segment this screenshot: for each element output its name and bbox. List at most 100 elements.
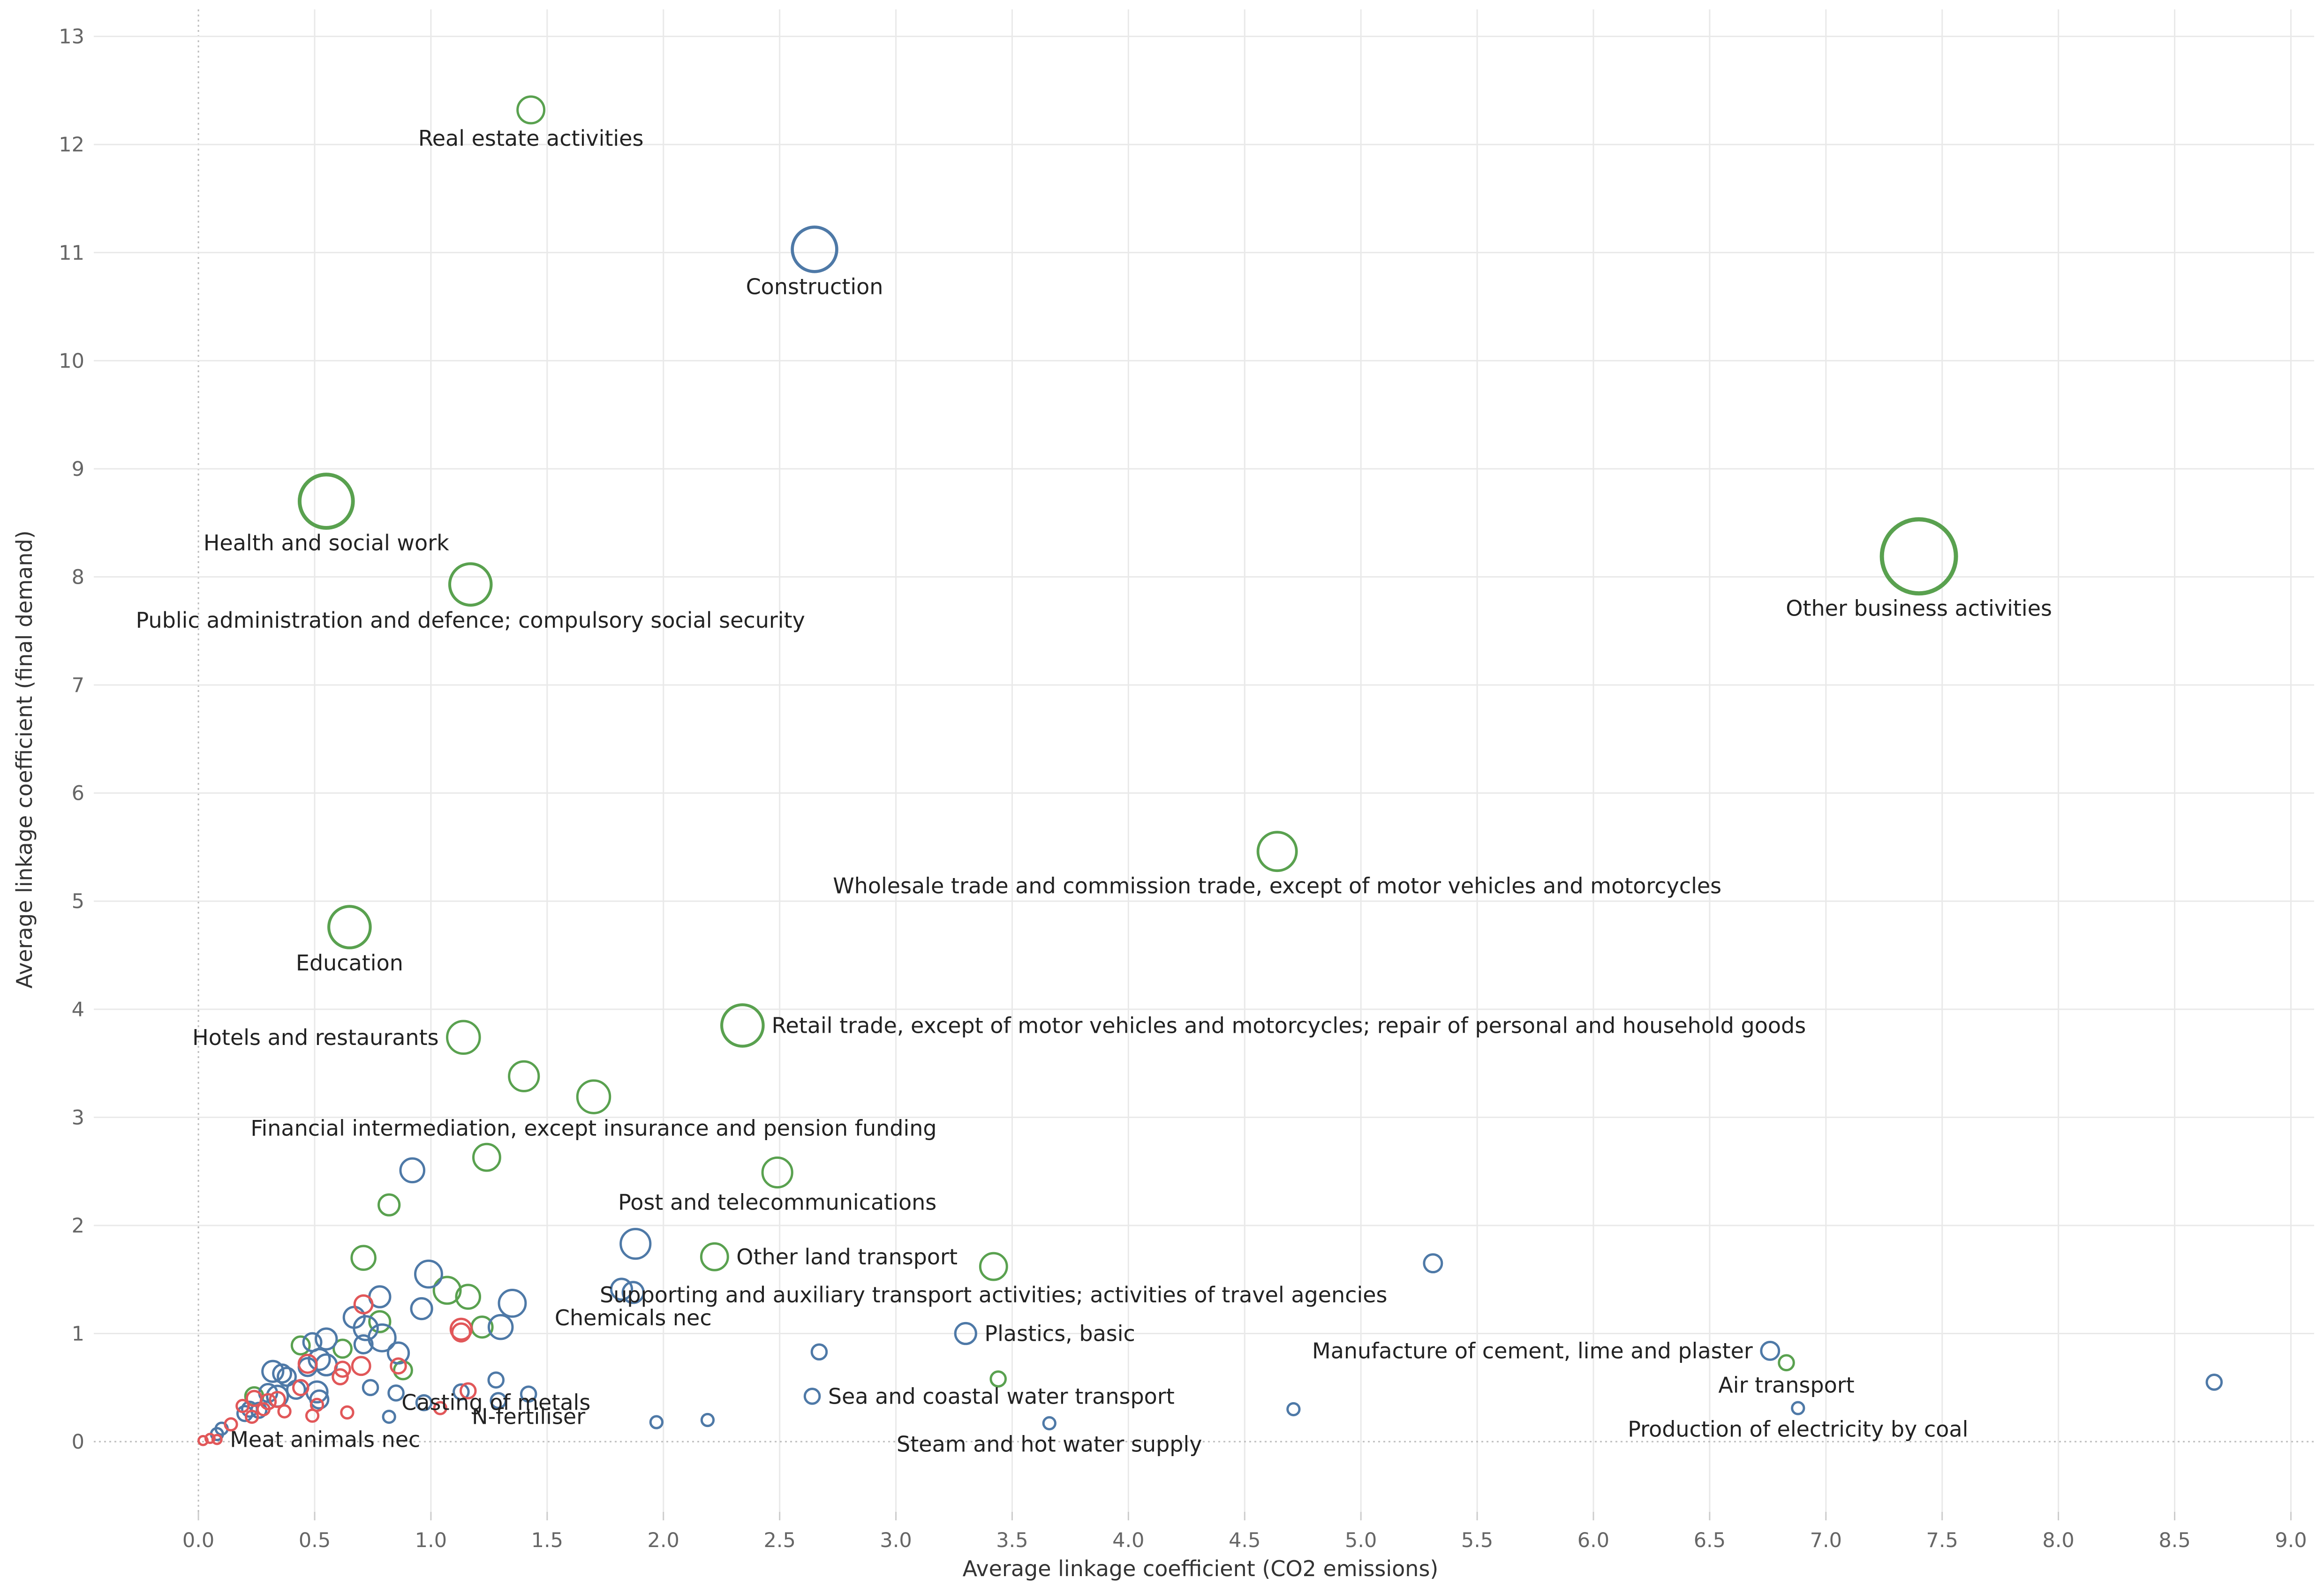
point-label: Public administration and defence; compu… bbox=[136, 608, 805, 633]
blue-point[interactable] bbox=[453, 1383, 470, 1401]
green-point[interactable] bbox=[297, 473, 355, 530]
blue-point[interactable] bbox=[520, 1385, 537, 1403]
blue-point[interactable] bbox=[272, 1363, 293, 1384]
green-point[interactable] bbox=[368, 1310, 392, 1333]
blue-point[interactable] bbox=[490, 1392, 507, 1409]
y-tick-label: 4 bbox=[72, 998, 84, 1022]
green-point[interactable] bbox=[446, 1020, 481, 1055]
green-point[interactable] bbox=[516, 95, 546, 125]
red-point[interactable] bbox=[256, 1402, 271, 1417]
green-point[interactable] bbox=[327, 905, 372, 949]
red-point[interactable] bbox=[292, 1379, 309, 1397]
green-point[interactable] bbox=[1256, 831, 1298, 872]
blue-point[interactable] bbox=[487, 1314, 514, 1340]
grid-layer bbox=[94, 9, 2314, 1512]
blue-point[interactable] bbox=[415, 1394, 433, 1412]
x-tick-label: 7.0 bbox=[1810, 1529, 1842, 1552]
green-point[interactable] bbox=[377, 1193, 401, 1217]
red-point[interactable] bbox=[332, 1368, 349, 1386]
red-point[interactable] bbox=[235, 1398, 250, 1413]
green-point[interactable] bbox=[576, 1079, 611, 1114]
red-point[interactable] bbox=[353, 1294, 374, 1315]
green-point[interactable] bbox=[979, 1252, 1008, 1281]
point-label: Air transport bbox=[1718, 1373, 1854, 1398]
green-point[interactable] bbox=[472, 1142, 501, 1172]
blue-point[interactable] bbox=[810, 1343, 828, 1361]
green-point[interactable] bbox=[432, 1276, 462, 1305]
blue-point[interactable] bbox=[487, 1371, 505, 1389]
blue-point[interactable] bbox=[1791, 1401, 1805, 1415]
blue-point[interactable] bbox=[277, 1367, 297, 1387]
y-tick-label: 10 bbox=[59, 349, 84, 373]
point-label: N-fertiliser bbox=[472, 1404, 585, 1429]
blue-point[interactable] bbox=[353, 1334, 374, 1355]
red-point[interactable] bbox=[305, 1408, 320, 1423]
blue-point[interactable] bbox=[2205, 1374, 2223, 1391]
red-point[interactable] bbox=[224, 1417, 238, 1432]
label-layer: Real estate activities Health and social … bbox=[136, 126, 2052, 1457]
red-point[interactable] bbox=[351, 1356, 371, 1376]
red-point[interactable] bbox=[277, 1404, 292, 1419]
blue-point[interactable] bbox=[619, 1228, 652, 1260]
blue-point[interactable] bbox=[649, 1415, 664, 1429]
blue-point[interactable] bbox=[362, 1379, 379, 1397]
point-label: Other land transport bbox=[736, 1244, 958, 1270]
blue-point[interactable] bbox=[353, 1315, 379, 1341]
red-point[interactable] bbox=[269, 1390, 286, 1408]
green-point[interactable] bbox=[720, 1003, 765, 1048]
x-tick-label: 9.0 bbox=[2275, 1529, 2307, 1552]
red-point[interactable] bbox=[197, 1435, 209, 1446]
red-point[interactable] bbox=[433, 1401, 447, 1415]
y-tick-label: 12 bbox=[59, 133, 84, 157]
blue-point[interactable] bbox=[309, 1389, 330, 1410]
green-point[interactable] bbox=[448, 562, 493, 607]
green-point[interactable] bbox=[761, 1156, 793, 1189]
y-tick-label: 13 bbox=[59, 25, 84, 49]
x-tick-label: 2.0 bbox=[648, 1529, 679, 1552]
point-label: Retail trade, except of motor vehicles a… bbox=[772, 1013, 1806, 1038]
green-point[interactable] bbox=[700, 1242, 729, 1271]
red-point[interactable] bbox=[297, 1353, 318, 1374]
blue-point[interactable] bbox=[382, 1409, 396, 1424]
point-label: Post and telecommunications bbox=[618, 1190, 936, 1215]
blue-point[interactable] bbox=[386, 1341, 410, 1365]
x-tick-label: 7.5 bbox=[1926, 1529, 1958, 1552]
point-label: Construction bbox=[746, 274, 883, 299]
green-point[interactable] bbox=[989, 1370, 1007, 1388]
blue-point[interactable] bbox=[399, 1157, 426, 1184]
blue-point[interactable] bbox=[315, 1327, 338, 1351]
blue-point[interactable] bbox=[1760, 1340, 1781, 1361]
blue-point[interactable] bbox=[791, 225, 838, 273]
red-point[interactable] bbox=[259, 1393, 277, 1411]
red-point[interactable] bbox=[449, 1317, 473, 1341]
blue-point[interactable] bbox=[308, 1348, 331, 1371]
green-point[interactable] bbox=[1778, 1354, 1795, 1372]
blue-point[interactable] bbox=[1042, 1416, 1056, 1431]
red-point[interactable] bbox=[390, 1357, 407, 1375]
red-point[interactable] bbox=[340, 1405, 355, 1420]
blue-point[interactable] bbox=[610, 1277, 634, 1301]
green-point[interactable] bbox=[350, 1245, 377, 1271]
blue-point[interactable] bbox=[414, 1259, 443, 1289]
blue-point[interactable] bbox=[387, 1384, 405, 1402]
blue-point[interactable] bbox=[621, 1281, 645, 1304]
red-point[interactable] bbox=[334, 1360, 351, 1378]
red-point[interactable] bbox=[245, 1409, 259, 1424]
green-point[interactable] bbox=[1879, 517, 1958, 596]
blue-point[interactable] bbox=[410, 1297, 433, 1321]
blue-point[interactable] bbox=[498, 1289, 527, 1318]
green-point[interactable] bbox=[455, 1284, 482, 1310]
blue-point[interactable] bbox=[1423, 1253, 1443, 1274]
blue-point[interactable] bbox=[261, 1360, 285, 1383]
red-point[interactable] bbox=[211, 1434, 223, 1445]
blue-point[interactable] bbox=[954, 1322, 977, 1345]
green-point[interactable] bbox=[332, 1338, 353, 1359]
red-point[interactable] bbox=[451, 1322, 471, 1343]
blue-point[interactable] bbox=[1286, 1402, 1301, 1417]
red-point[interactable] bbox=[459, 1382, 477, 1400]
green-point[interactable] bbox=[290, 1335, 311, 1356]
blue-point[interactable] bbox=[236, 1405, 254, 1422]
blue-point[interactable] bbox=[803, 1387, 821, 1405]
blue-point[interactable] bbox=[700, 1413, 715, 1428]
green-point[interactable] bbox=[508, 1060, 540, 1092]
